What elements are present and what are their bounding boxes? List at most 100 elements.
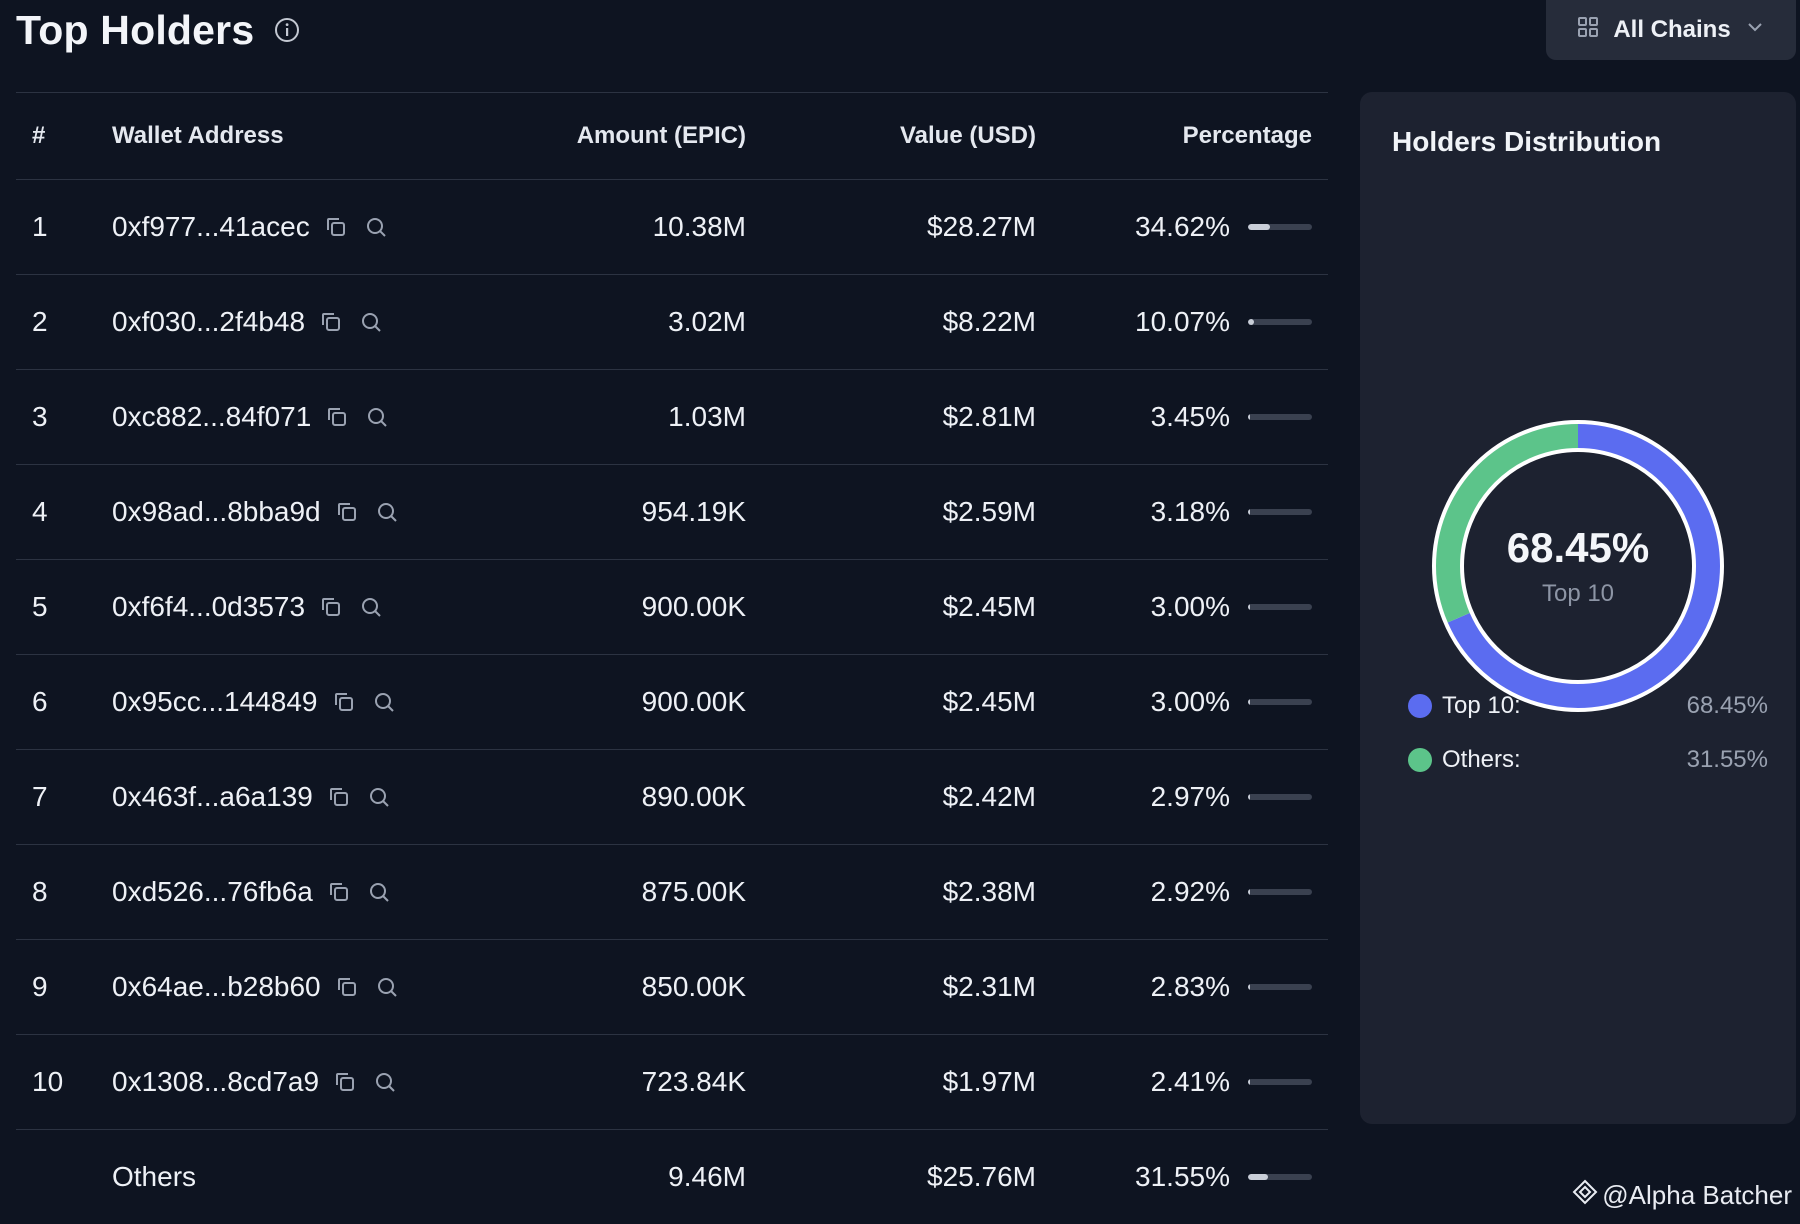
table-row[interactable]: 7 0x463f...a6a139 890.00K $2.42M 2.97% [16,750,1328,845]
chain-filter-dropdown[interactable]: All Chains [1546,0,1796,60]
percentage-bar [1248,1079,1312,1085]
percentage-bar [1248,224,1312,230]
watermark: @Alpha Batcher [1572,1179,1792,1212]
table-row[interactable]: 9 0x64ae...b28b60 850.00K $2.31M 2.83% [16,940,1328,1035]
others-value: $25.76M [927,1161,1036,1192]
table-row[interactable]: 3 0xc882...84f071 1.03M $2.81M 3.45% [16,370,1328,465]
percentage-bar-fill [1248,414,1251,420]
percentage-cell: 34.62% [1036,211,1328,243]
search-icon[interactable] [373,973,401,1001]
page-header: Top Holders [16,0,300,60]
wallet-address[interactable]: 0x95cc...144849 [112,686,318,717]
copy-icon[interactable] [317,593,345,621]
search-icon[interactable] [363,403,391,431]
percentage-bar-fill [1248,984,1250,990]
wallet-address[interactable]: 0xf977...41acec [112,211,310,242]
wallet-address-cell: 0x1308...8cd7a9 [112,1066,536,1098]
search-icon[interactable] [362,213,390,241]
legend-item-top10: Top 10: 68.45% [1408,692,1768,720]
wallet-address[interactable]: 0x1308...8cd7a9 [112,1066,320,1097]
amount-cell: 900.00K [641,591,746,622]
copy-icon[interactable] [322,213,350,241]
page-title: Top Holders [16,6,255,53]
wallet-address[interactable]: 0xf030...2f4b48 [112,306,306,337]
amount-cell: 850.00K [641,971,746,1002]
others-row: Others 9.46M $25.76M 31.55% [16,1130,1328,1224]
donut-slice-others [1436,424,1720,708]
others-percentage-cell: 31.55% [1036,1161,1328,1193]
wallet-address[interactable]: 0x64ae...b28b60 [112,971,321,1002]
search-icon[interactable] [357,593,385,621]
col-percentage[interactable]: Percentage [1182,122,1312,149]
table-row[interactable]: 8 0xd526...76fb6a 875.00K $2.38M 2.92% [16,845,1328,940]
rank-cell: 2 [32,306,48,337]
value-cell: $2.38M [942,876,1036,907]
value-cell: $2.59M [942,496,1036,527]
chevron-down-icon [1745,16,1765,44]
search-icon[interactable] [357,308,385,336]
search-icon[interactable] [365,878,393,906]
table-row[interactable]: 2 0xf030...2f4b48 3.02M $8.22M 10.07% [16,275,1328,370]
percentage-bar-fill [1248,699,1250,705]
value-cell: $1.97M [942,1066,1036,1097]
percentage-cell: 2.97% [1036,781,1328,813]
wallet-address-cell: 0x95cc...144849 [112,686,536,718]
wallet-address[interactable]: 0x463f...a6a139 [112,781,313,812]
search-icon[interactable] [373,498,401,526]
percentage-cell: 2.92% [1036,876,1328,908]
col-rank[interactable]: # [32,122,46,149]
percentage-cell: 3.18% [1036,496,1328,528]
table-row[interactable]: 6 0x95cc...144849 900.00K $2.45M 3.00% [16,655,1328,750]
rank-cell: 3 [32,401,48,432]
wallet-address-cell: 0xf030...2f4b48 [112,306,536,338]
percentage-cell: 10.07% [1036,306,1328,338]
others-percentage: 31.55% [1135,1161,1230,1192]
search-icon[interactable] [370,688,398,716]
percentage-cell: 3.00% [1036,686,1328,718]
table-row[interactable]: 4 0x98ad...8bba9d 954.19K $2.59M 3.18% [16,465,1328,560]
search-icon[interactable] [371,1068,399,1096]
table-row[interactable]: 1 0xf977...41acec 10.38M $28.27M 34.62% [16,180,1328,275]
donut-center-value: 68.45% [1506,524,1650,571]
copy-icon[interactable] [325,878,353,906]
copy-icon[interactable] [317,308,345,336]
search-icon[interactable] [365,783,393,811]
copy-icon[interactable] [333,498,361,526]
col-amount[interactable]: Amount (EPIC) [576,122,746,149]
wallet-address[interactable]: 0xd526...76fb6a [112,876,313,907]
percentage-bar-fill [1248,889,1250,895]
copy-icon[interactable] [325,783,353,811]
wallet-address[interactable]: 0xf6f4...0d3573 [112,591,306,622]
percentage-bar [1248,699,1312,705]
percentage-bar [1248,319,1312,325]
col-value[interactable]: Value (USD) [899,122,1036,149]
table-row[interactable]: 10 0x1308...8cd7a9 723.84K $1.97M 2.41% [16,1035,1328,1130]
copy-icon[interactable] [330,688,358,716]
percentage-cell: 2.83% [1036,971,1328,1003]
value-cell: $2.45M [942,686,1036,717]
percentage-text: 3.00% [1150,591,1230,622]
col-wallet-address[interactable]: Wallet Address [112,122,284,149]
percentage-text: 34.62% [1135,211,1230,242]
copy-icon[interactable] [331,1068,359,1096]
legend-label: Top 10: [1442,692,1521,719]
legend-item-others: Others: 31.55% [1408,746,1768,774]
wallet-address[interactable]: 0xc882...84f071 [112,401,312,432]
copy-icon[interactable] [333,973,361,1001]
table-row[interactable]: 5 0xf6f4...0d3573 900.00K $2.45M 3.00% [16,560,1328,655]
info-icon[interactable] [274,17,300,43]
percentage-bar-fill [1248,509,1251,515]
rank-cell: 6 [32,686,48,717]
amount-cell: 875.00K [641,876,746,907]
percentage-bar-fill [1248,1079,1250,1085]
percentage-text: 2.97% [1150,781,1230,812]
amount-cell: 900.00K [641,686,746,717]
amount-cell: 1.03M [668,401,746,432]
legend-value: 68.45% [1686,692,1768,719]
rank-cell: 5 [32,591,48,622]
holders-distribution-panel: Holders Distribution 68.45% Top 10 Top 1… [1360,92,1796,1124]
wallet-address[interactable]: 0x98ad...8bba9d [112,496,321,527]
distribution-title: Holders Distribution [1392,126,1662,157]
rank-cell: 8 [32,876,48,907]
copy-icon[interactable] [323,403,351,431]
